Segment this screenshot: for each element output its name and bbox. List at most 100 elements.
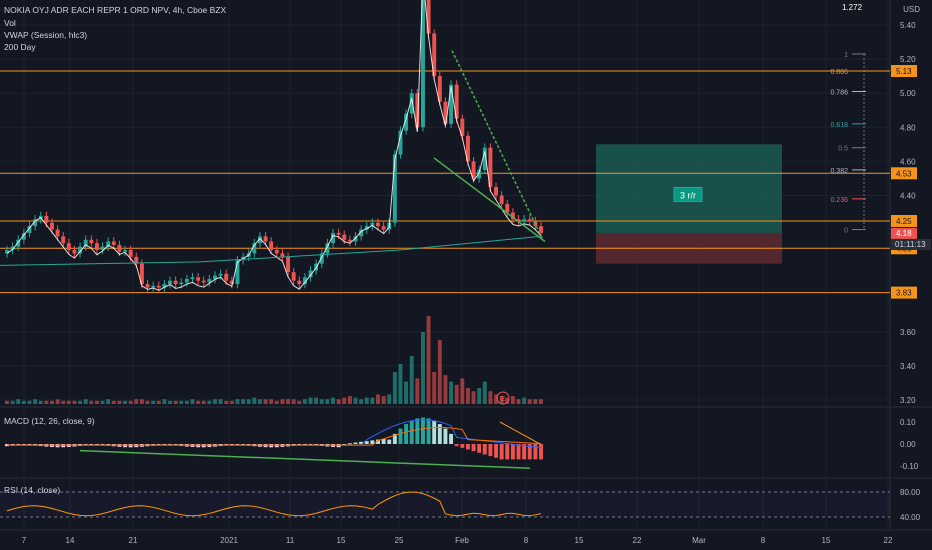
volume-bar <box>151 400 156 404</box>
candle-body <box>465 135 470 162</box>
y-tick-label: 5.20 <box>900 55 916 64</box>
volume-bar <box>78 400 83 404</box>
volume-bar <box>527 399 532 404</box>
volume-bar <box>387 394 392 404</box>
candle-body <box>286 256 291 273</box>
macd-divergence-line <box>79 449 531 469</box>
volume-bar <box>196 400 201 404</box>
candle-body <box>409 93 414 114</box>
volume-bar <box>342 397 347 404</box>
candle-body <box>527 219 532 222</box>
level-price-badge <box>891 167 917 180</box>
volume-bar <box>308 397 313 404</box>
candle-body <box>376 222 380 227</box>
level-price-badge <box>891 215 917 228</box>
macd-histogram-bar <box>89 444 94 446</box>
volume-bar <box>207 400 212 404</box>
wedge-lower-trendline <box>433 157 546 243</box>
candle-body <box>319 253 324 264</box>
candle-body <box>61 236 66 244</box>
volume-bar <box>477 388 482 404</box>
volume-bar <box>460 378 465 404</box>
candle-body <box>443 101 448 124</box>
macd-histogram-bar <box>404 424 409 444</box>
candle-body <box>224 273 229 281</box>
candle-body <box>449 84 454 124</box>
volume-bar <box>184 400 189 404</box>
macd-histogram-bar <box>94 444 99 446</box>
macd-histogram-bar <box>460 444 465 448</box>
volume-bar <box>156 400 161 404</box>
macd-y-tick-label: 0.00 <box>900 440 916 449</box>
macd-histogram-bar <box>168 444 172 446</box>
macd-histogram-bar <box>505 444 510 460</box>
macd-histogram-bar <box>392 433 397 444</box>
macd-histogram-bar <box>398 428 403 444</box>
volume-bar <box>432 372 437 404</box>
volume-bar <box>257 399 262 404</box>
candle-body <box>336 232 341 235</box>
macd-histogram-bar <box>527 444 532 460</box>
candle-body <box>381 226 386 230</box>
candle-body <box>415 93 420 128</box>
candle-body <box>123 250 128 252</box>
volume-bar <box>235 399 240 404</box>
candle-body <box>404 113 409 131</box>
candle-body <box>173 280 178 285</box>
candle-body <box>539 226 543 233</box>
candle-body <box>460 118 465 136</box>
volume-bar <box>274 400 279 404</box>
vwap-line <box>6 0 542 291</box>
volume-bar <box>16 399 21 404</box>
volume-bar <box>510 396 515 404</box>
volume-bar <box>173 400 178 404</box>
legend-ma: 200 Day <box>4 42 36 52</box>
currency-label: USD <box>903 5 920 14</box>
x-tick-label: Mar <box>692 536 706 545</box>
countdown-badge <box>891 238 931 250</box>
volume-bar <box>482 381 487 404</box>
volume-bar <box>325 399 330 404</box>
macd-histogram-bar <box>201 444 206 448</box>
volume-bar <box>38 400 43 404</box>
candle-body <box>162 284 167 288</box>
macd-histogram-bar <box>353 442 358 444</box>
candle-body <box>297 280 302 285</box>
volume-bar <box>33 399 38 404</box>
candle-body <box>308 270 313 278</box>
x-tick-label: 8 <box>761 536 766 545</box>
candle-body <box>499 195 504 204</box>
volume-bar <box>100 400 105 404</box>
volume-bar <box>415 378 420 404</box>
macd-histogram-bar <box>162 444 167 446</box>
y-tick-label: 4.40 <box>900 191 916 200</box>
volume-bar <box>331 397 335 404</box>
macd-histogram-bar <box>347 443 352 445</box>
macd-histogram-bar <box>336 444 341 448</box>
macd-y-tick-label: -0.10 <box>900 462 919 471</box>
macd-histogram-bar <box>359 441 364 444</box>
volume-bar <box>10 400 15 404</box>
volume-bar <box>128 400 133 404</box>
candle-body <box>27 226 32 233</box>
volume-bar <box>218 399 223 404</box>
candle-body <box>432 33 437 77</box>
volume-bar <box>539 399 543 404</box>
volume-bar <box>516 399 521 404</box>
volume-bar <box>89 400 94 404</box>
volume-bar <box>83 399 88 404</box>
macd-histogram-bar <box>308 444 313 446</box>
candle-body <box>190 277 195 279</box>
macd-histogram-bar <box>364 441 369 444</box>
candle-body <box>454 84 459 119</box>
candle-body <box>10 246 15 250</box>
candle-body <box>342 234 347 240</box>
volume-bar <box>297 400 302 404</box>
candle-body <box>359 229 364 237</box>
candle-body <box>291 272 296 281</box>
candle-body <box>156 285 161 288</box>
macd-histogram-bar <box>426 418 431 444</box>
macd-histogram-bar <box>61 444 66 448</box>
